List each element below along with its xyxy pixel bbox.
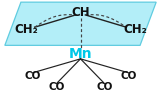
Text: CO: CO [24,71,40,81]
Text: Mn: Mn [69,47,92,61]
Text: CO: CO [48,82,65,92]
Text: CH₂: CH₂ [14,23,38,36]
Text: CH₂: CH₂ [123,23,147,36]
Text: CH: CH [71,6,90,19]
Text: CO: CO [121,71,137,81]
Text: CO: CO [96,82,113,92]
Polygon shape [5,2,156,45]
